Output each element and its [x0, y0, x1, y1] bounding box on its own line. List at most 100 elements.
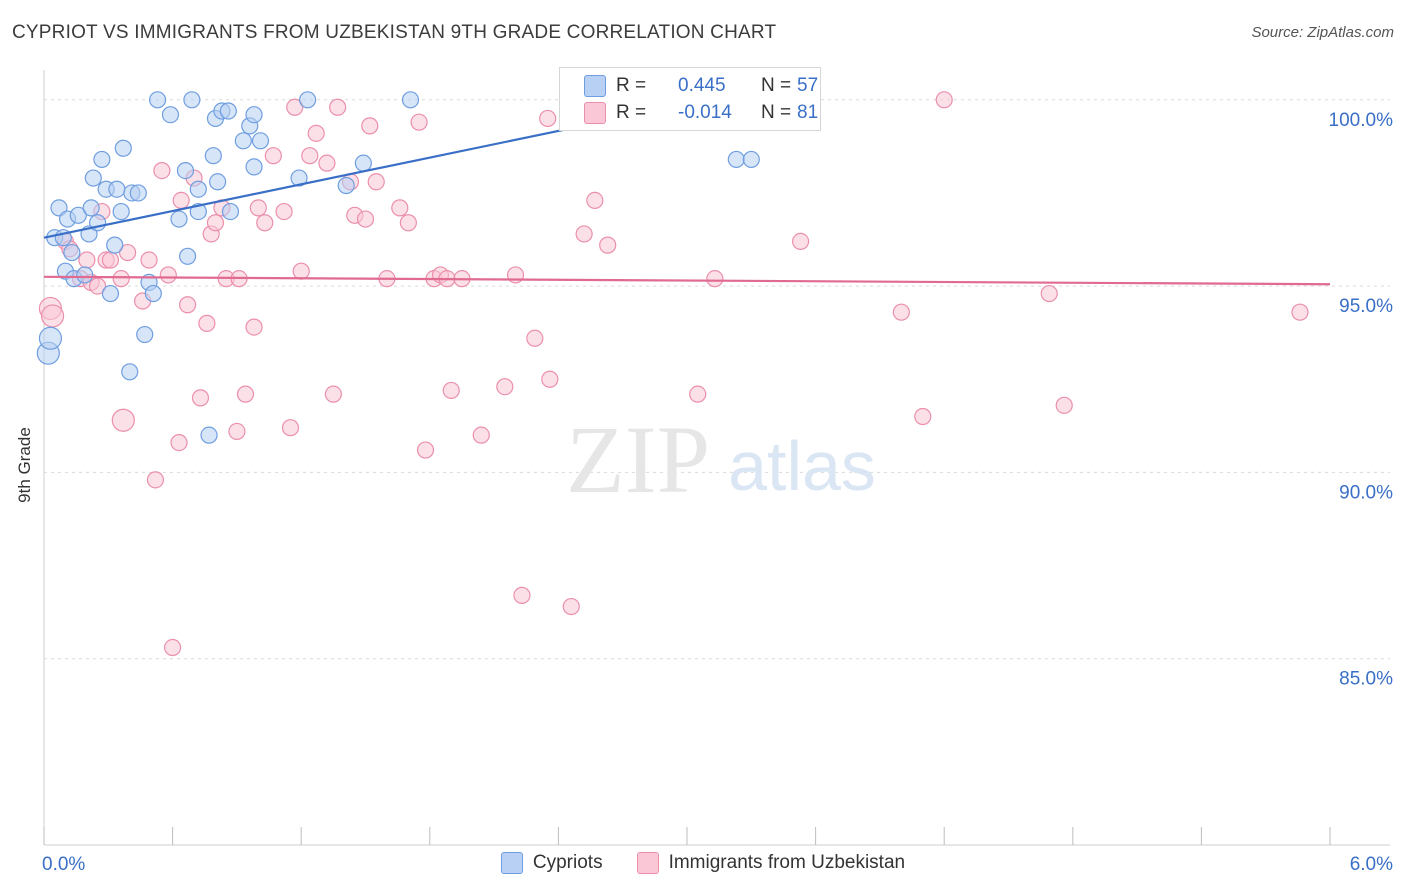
immigrants-point: [689, 385, 707, 403]
immigrants-point: [140, 251, 158, 269]
cypriots-point: [93, 150, 111, 169]
immigrants-point: [526, 329, 544, 347]
immigrants-point: [179, 296, 197, 314]
immigrants-point: [513, 586, 531, 604]
legend-swatch-blue: [500, 852, 523, 874]
cypriots-point: [179, 247, 197, 265]
grid-lines: [44, 99, 1390, 660]
immigrants-point: [399, 214, 417, 232]
immigrants-point: [153, 162, 171, 180]
y-tick-label: 100.0%: [1329, 110, 1394, 131]
cypriots-point: [742, 150, 760, 169]
immigrants-point: [301, 147, 319, 165]
immigrants-point: [935, 91, 953, 109]
immigrants-point: [586, 191, 604, 210]
immigrants-point: [146, 471, 165, 489]
cypriots-point: [76, 266, 94, 284]
stats-n-value: 57: [797, 75, 819, 96]
immigrants-point: [112, 270, 130, 288]
immigrants-point: [1055, 396, 1073, 414]
immigrants-point: [245, 318, 263, 336]
immigrants-point: [1040, 284, 1058, 303]
cypriots-point: [136, 325, 154, 344]
y-axis-label: 9th Grade: [15, 427, 34, 503]
immigrants-point: [599, 236, 617, 254]
immigrants-point: [318, 154, 336, 172]
cypriots-point: [106, 236, 124, 254]
tick-labels: 100.0% 95.0% 90.0% 85.0% 0.0% 6.0%: [42, 110, 1393, 875]
cypriots-point: [144, 284, 162, 303]
y-tick-label: 85.0%: [1339, 669, 1393, 690]
cypriots-point: [245, 106, 263, 124]
watermark-atlas: atlas: [728, 427, 876, 505]
stats-n-label: N =: [761, 102, 792, 123]
cypriots-point: [204, 147, 222, 165]
immigrants-point: [539, 109, 557, 128]
cypriots-point: [299, 91, 317, 109]
cypriots-point: [401, 91, 420, 109]
legend-label: Immigrants from Uzbekistan: [668, 852, 906, 873]
immigrants-point: [892, 303, 910, 321]
immigrants-point: [40, 304, 65, 328]
immigrants-point: [361, 117, 379, 135]
stats-swatch-blue: [584, 75, 606, 97]
x-tick-label: 6.0%: [1350, 854, 1393, 875]
cypriots-point: [108, 180, 126, 198]
immigrants-point: [256, 214, 274, 232]
y-tick-label: 90.0%: [1339, 482, 1393, 503]
cypriots-point: [38, 326, 63, 350]
immigrants-point: [236, 385, 255, 403]
immigrants-point: [118, 243, 137, 262]
cypriots-point: [170, 210, 188, 228]
immigrants-point: [472, 426, 490, 444]
immigrants-point: [410, 113, 428, 131]
immigrants-point: [391, 199, 409, 217]
cypriots-point: [221, 202, 240, 221]
axes: [43, 70, 1390, 846]
cypriots-point: [245, 158, 263, 176]
cypriots-point: [176, 162, 195, 180]
immigrants-point: [228, 422, 246, 441]
immigrants-point: [281, 419, 300, 437]
chart-legend: Cypriots Immigrants from Uzbekistan: [0, 852, 1406, 874]
legend-item-immigrants[interactable]: Immigrants from Uzbekistan: [636, 852, 906, 874]
immigrants-point: [172, 191, 190, 210]
immigrants-point: [170, 433, 188, 452]
stats-r-value: 0.445: [678, 75, 726, 96]
immigrants-point: [249, 199, 267, 217]
immigrants-point: [706, 270, 724, 288]
legend-label: Cypriots: [532, 852, 603, 873]
legend-item-cypriots[interactable]: Cypriots: [500, 852, 603, 874]
stats-box: R = 0.445 N = 57 R = -0.014 N = 81: [559, 67, 821, 131]
immigrants-point: [442, 381, 460, 400]
immigrants-point: [206, 214, 225, 232]
cypriots-point: [200, 426, 218, 444]
immigrants-trend-line: [43, 275, 1331, 286]
stats-r-label: R =: [616, 102, 647, 123]
cypriots-point: [112, 202, 130, 221]
immigrants-point: [562, 597, 580, 616]
stats-n-value: 81: [797, 102, 819, 123]
y-tick-label: 95.0%: [1339, 296, 1393, 317]
cypriots-point: [290, 169, 308, 187]
immigrants-point: [164, 638, 182, 657]
cypriots-point: [219, 102, 237, 120]
immigrants-point: [791, 232, 810, 250]
immigrants-point: [159, 266, 177, 284]
immigrants-point: [367, 173, 385, 191]
cypriots-point: [354, 154, 372, 172]
immigrants-point: [191, 389, 210, 407]
immigrants-point: [914, 407, 932, 426]
cypriots-point: [84, 169, 102, 187]
immigrants-points: [38, 91, 1309, 657]
cypriots-point: [101, 284, 120, 303]
stats-r-value: -0.014: [678, 102, 732, 123]
cypriots-point: [183, 91, 201, 109]
cypriots-point: [129, 184, 147, 202]
cypriots-point: [209, 173, 227, 191]
immigrants-point: [575, 225, 593, 243]
cypriots-point: [121, 363, 139, 381]
immigrants-point: [496, 378, 514, 396]
immigrants-point: [111, 408, 135, 432]
